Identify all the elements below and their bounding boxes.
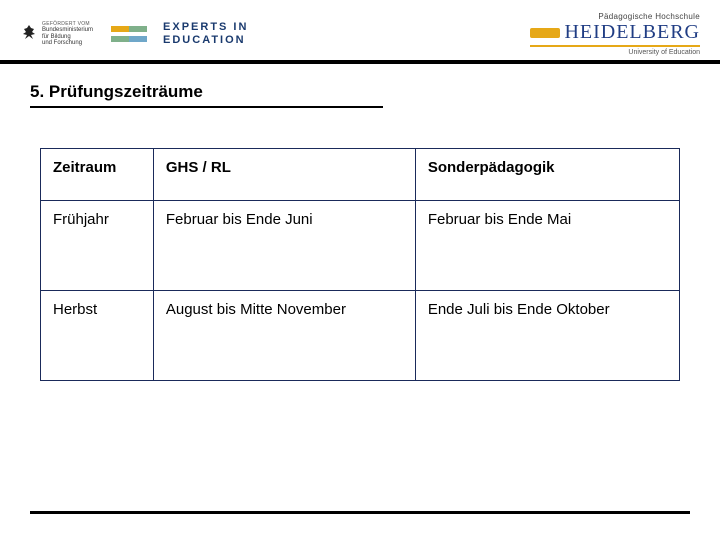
stripe-blue: [129, 36, 147, 42]
ph-main-text: HEIDELBERG: [564, 21, 700, 43]
col-sonderpaedagogik: Sonderpädagogik: [415, 149, 679, 201]
header-left-logos: GEFÖRDERT VOM Bundesministerium für Bild…: [20, 21, 248, 47]
cell: Februar bis Ende Juni: [153, 201, 415, 291]
ph-uni-label: University of Education: [530, 49, 700, 56]
stripe-green2: [111, 36, 129, 42]
experts-in-education-logo: EXPERTS IN EDUCATION: [163, 21, 248, 47]
stripes-icon: [111, 26, 147, 42]
bund-logo: GEFÖRDERT VOM Bundesministerium für Bild…: [20, 21, 93, 47]
ph-main-label: HEIDELBERG: [530, 21, 700, 47]
page-header: GEFÖRDERT VOM Bundesministerium für Bild…: [0, 0, 720, 64]
content-area: 5. Prüfungszeiträume Zeitraum GHS / RL S…: [0, 64, 720, 381]
bund-text-block: GEFÖRDERT VOM Bundesministerium für Bild…: [42, 21, 93, 47]
cell: Frühjahr: [41, 201, 154, 291]
section-title: 5. Prüfungszeiträume: [30, 82, 383, 108]
col-ghs-rl: GHS / RL: [153, 149, 415, 201]
col-zeitraum: Zeitraum: [41, 149, 154, 201]
cell: Februar bis Ende Mai: [415, 201, 679, 291]
cell: Herbst: [41, 291, 154, 381]
bund-ministry-line1: Bundesministerium: [42, 27, 93, 34]
ph-sub-label: Pädagogische Hochschule: [530, 12, 700, 21]
eagle-icon: [20, 23, 38, 45]
bund-ministry-line2: für Bildung: [42, 34, 93, 41]
cell: August bis Mitte November: [153, 291, 415, 381]
bund-ministry-line3: und Forschung: [42, 40, 93, 47]
footer-divider: [30, 511, 690, 514]
gold-bar-icon: [530, 28, 560, 38]
table-row: Frühjahr Februar bis Ende Juni Februar b…: [41, 201, 680, 291]
exam-periods-table: Zeitraum GHS / RL Sonderpädagogik Frühja…: [40, 148, 680, 381]
ph-heidelberg-logo: Pädagogische Hochschule HEIDELBERG Unive…: [530, 12, 700, 56]
experts-line2: EDUCATION: [163, 34, 248, 47]
table-header-row: Zeitraum GHS / RL Sonderpädagogik: [41, 149, 680, 201]
stripe-green: [129, 26, 147, 32]
stripe-yellow: [111, 26, 129, 32]
experts-line1: EXPERTS IN: [163, 21, 248, 34]
table-row: Herbst August bis Mitte November Ende Ju…: [41, 291, 680, 381]
cell: Ende Juli bis Ende Oktober: [415, 291, 679, 381]
